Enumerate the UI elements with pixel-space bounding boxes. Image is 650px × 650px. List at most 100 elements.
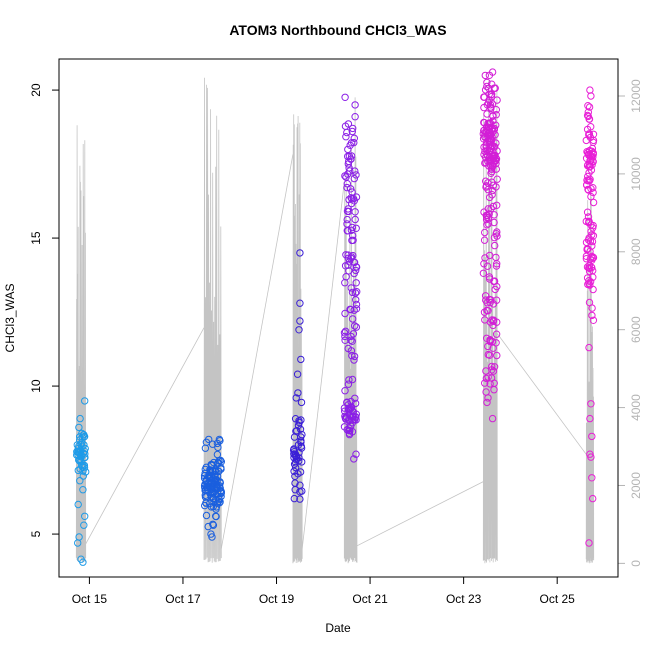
data-point [347, 305, 355, 314]
data-point [493, 351, 501, 360]
data-point [482, 215, 491, 224]
data-point [75, 533, 83, 541]
data-point [296, 299, 304, 307]
data-point [492, 106, 500, 114]
data-point [586, 86, 594, 94]
data-point [485, 119, 493, 127]
data-point [583, 263, 592, 271]
data-point [492, 330, 501, 338]
data-point [486, 193, 494, 202]
data-point [492, 111, 500, 119]
data-point [487, 296, 495, 304]
data-point [350, 356, 358, 364]
data-point [344, 205, 352, 213]
data-point [585, 539, 593, 547]
data-point [76, 414, 84, 423]
data-point [352, 450, 360, 458]
data-point [75, 456, 83, 464]
data-point [341, 412, 349, 420]
plot-frame [58, 58, 619, 578]
data-point [214, 443, 222, 452]
data-point [208, 478, 217, 486]
data-point [480, 93, 488, 101]
data-point [351, 167, 359, 175]
data-point [343, 220, 351, 228]
data-point [480, 150, 488, 159]
y2-tick-label: 6000 [629, 316, 643, 343]
data-point [350, 269, 358, 278]
data-point [217, 487, 226, 496]
data-point [352, 193, 361, 201]
data-point [341, 93, 349, 102]
y-axis-label: CHCl3_WAS [3, 284, 17, 353]
data-point [487, 104, 495, 113]
data-point [343, 128, 351, 137]
data-point [482, 388, 490, 396]
data-point [484, 214, 493, 222]
data-point [487, 144, 495, 153]
data-point [347, 155, 355, 163]
data-point [483, 334, 491, 342]
data-point [493, 147, 501, 155]
data-point [489, 112, 497, 120]
data-point [481, 71, 489, 80]
data-point [351, 322, 359, 330]
data-point [585, 267, 594, 276]
data-point [491, 241, 499, 250]
data-point [585, 234, 593, 242]
data-point [487, 374, 496, 382]
data-point [348, 288, 357, 297]
data-point [482, 367, 490, 375]
data-point [74, 444, 82, 453]
data-point [493, 260, 501, 268]
data-point [480, 260, 488, 268]
data-point [351, 215, 359, 224]
data-point [493, 175, 501, 183]
data-point [215, 467, 223, 475]
data-point [200, 474, 209, 482]
data-point [585, 343, 593, 352]
data-point [584, 185, 592, 194]
data-point [78, 429, 86, 438]
data-point [293, 370, 302, 378]
data-point [351, 208, 359, 216]
data-point [587, 185, 595, 193]
data-point [348, 337, 356, 345]
data-point [492, 339, 500, 347]
data-point [291, 472, 299, 480]
data-point [345, 376, 353, 384]
data-point [586, 450, 594, 458]
data-point [342, 133, 350, 141]
data-point [583, 274, 592, 282]
x-tick-label: Oct 15 [72, 592, 108, 606]
data-point [343, 215, 351, 224]
data-point [75, 423, 83, 432]
x-tick-label: Oct 25 [540, 592, 576, 606]
data-point [348, 223, 356, 232]
data-point [583, 125, 592, 134]
y2-tick-label: 12000 [629, 79, 643, 113]
altitude-flight-0 [75, 125, 87, 563]
data-point [483, 123, 491, 131]
data-point [589, 316, 598, 324]
data-point [341, 172, 349, 180]
data-point [351, 394, 359, 402]
data-point [587, 400, 595, 408]
data-point [296, 488, 304, 496]
data-point [343, 183, 351, 192]
data-point [582, 217, 590, 226]
data-point [340, 404, 349, 412]
altitude-series [75, 77, 595, 564]
data-point [344, 145, 352, 154]
data-point [351, 289, 360, 297]
data-point [341, 309, 349, 318]
data-point [587, 221, 595, 229]
data-point [296, 425, 305, 433]
data-point [483, 221, 491, 229]
data-point [589, 138, 597, 147]
data-point [296, 468, 305, 476]
data-point [349, 236, 357, 245]
data-point [493, 96, 501, 104]
data-point [209, 502, 218, 511]
data-point [217, 458, 226, 466]
